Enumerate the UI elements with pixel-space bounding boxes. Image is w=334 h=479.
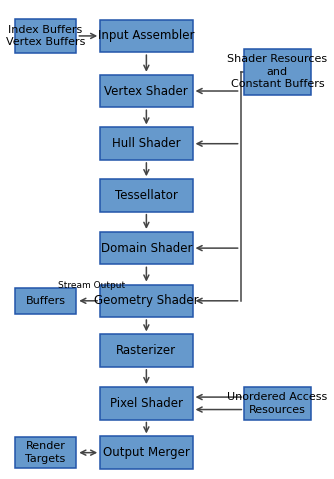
- FancyBboxPatch shape: [100, 179, 193, 212]
- FancyBboxPatch shape: [100, 387, 193, 420]
- Text: Rasterizer: Rasterizer: [116, 344, 176, 357]
- FancyBboxPatch shape: [244, 387, 311, 420]
- Text: Output Merger: Output Merger: [103, 446, 190, 459]
- Text: Vertex Shader: Vertex Shader: [105, 84, 188, 98]
- FancyBboxPatch shape: [244, 49, 311, 95]
- Text: Hull Shader: Hull Shader: [112, 137, 181, 150]
- FancyBboxPatch shape: [15, 437, 76, 468]
- FancyBboxPatch shape: [100, 75, 193, 107]
- FancyBboxPatch shape: [100, 436, 193, 469]
- Text: Geometry Shader: Geometry Shader: [94, 294, 199, 308]
- Text: Pixel Shader: Pixel Shader: [110, 397, 183, 410]
- FancyBboxPatch shape: [15, 287, 76, 314]
- Text: Stream Output: Stream Output: [58, 281, 125, 290]
- FancyBboxPatch shape: [15, 19, 76, 53]
- Text: Index Buffers
Vertex Buffers: Index Buffers Vertex Buffers: [6, 25, 85, 47]
- Text: Buffers: Buffers: [25, 296, 65, 306]
- Text: Input Assembler: Input Assembler: [98, 29, 195, 43]
- Text: Render
Targets: Render Targets: [25, 442, 66, 464]
- FancyBboxPatch shape: [100, 127, 193, 160]
- FancyBboxPatch shape: [100, 232, 193, 264]
- Text: Shader Resources
and
Constant Buffers: Shader Resources and Constant Buffers: [227, 55, 328, 89]
- FancyBboxPatch shape: [100, 285, 193, 317]
- FancyBboxPatch shape: [100, 334, 193, 367]
- Text: Domain Shader: Domain Shader: [101, 241, 192, 255]
- FancyBboxPatch shape: [100, 20, 193, 52]
- Text: Unordered Access
Resources: Unordered Access Resources: [227, 392, 328, 414]
- Text: Tessellator: Tessellator: [115, 189, 178, 202]
